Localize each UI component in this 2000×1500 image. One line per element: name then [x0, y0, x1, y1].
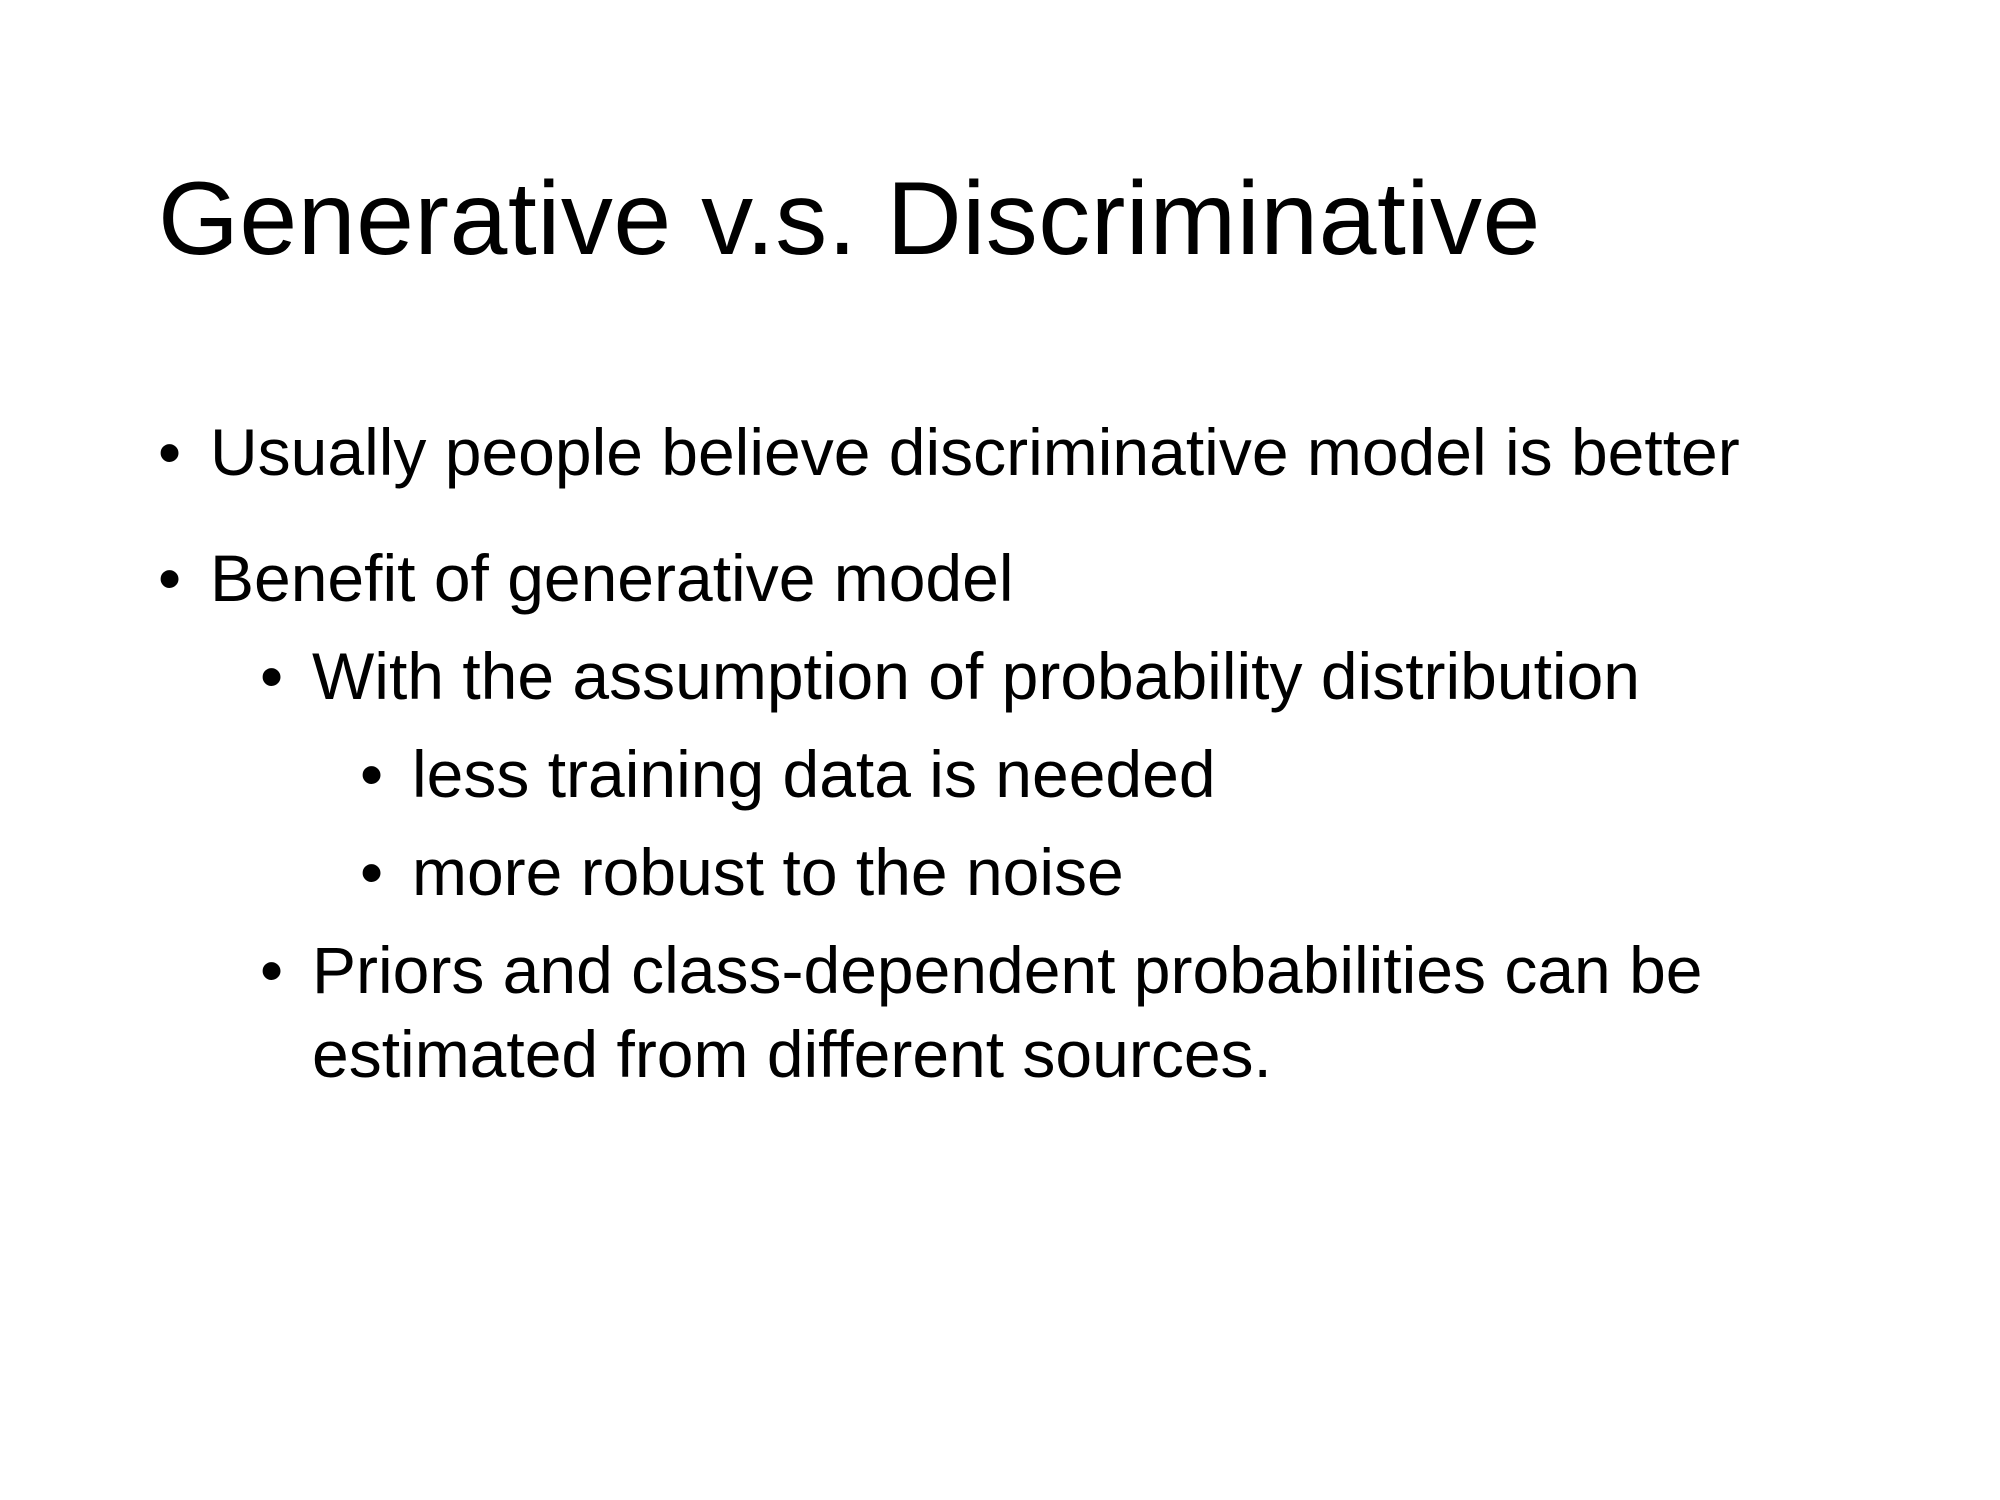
bullet-marker: • — [260, 933, 284, 1007]
bullet-text: With the assumption of probability distr… — [312, 639, 1640, 713]
sub-bullet-item: • With the assumption of probability dis… — [158, 634, 1918, 718]
bullet-item: • Usually people believe discriminative … — [158, 410, 1918, 494]
bullet-marker: • — [158, 541, 182, 615]
sub-bullet-item: • Priors and class-dependent probabiliti… — [158, 928, 1918, 1096]
bullet-marker: • — [360, 835, 384, 909]
slide-title: Generative v.s. Discriminative — [158, 161, 1541, 277]
bullet-marker: • — [158, 415, 182, 489]
sub-sub-bullet-item: • less training data is needed — [158, 732, 1918, 816]
bullet-marker: • — [260, 639, 284, 713]
bullet-item: • Benefit of generative model — [158, 536, 1918, 620]
bullet-text: less training data is needed — [412, 737, 1216, 811]
bullet-text: Usually people believe discriminative mo… — [210, 415, 1740, 489]
bullet-text: Benefit of generative model — [210, 541, 1014, 615]
bullet-list: • Usually people believe discriminative … — [158, 410, 1918, 1110]
bullet-text: Priors and class-dependent probabilities… — [312, 933, 1703, 1091]
sub-sub-bullet-item: • more robust to the noise — [158, 830, 1918, 914]
bullet-text: more robust to the noise — [412, 835, 1124, 909]
bullet-marker: • — [360, 737, 384, 811]
